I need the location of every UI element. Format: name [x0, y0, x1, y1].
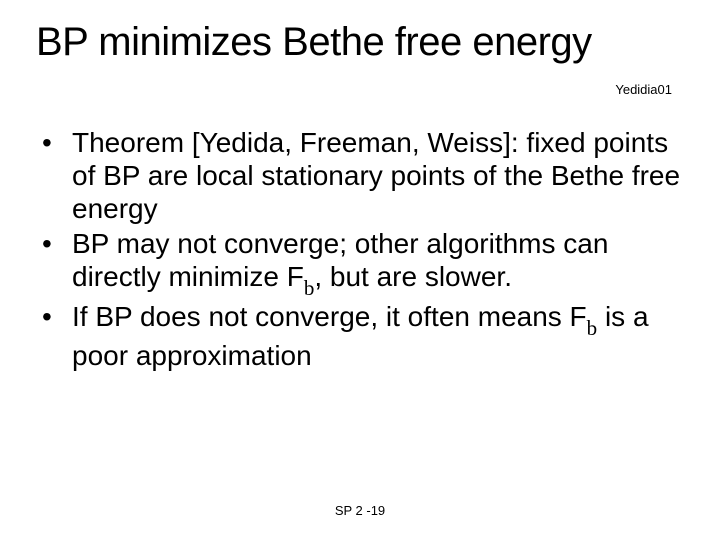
citation-label: Yedidia01	[615, 82, 672, 97]
bullet-item: If BP does not converge, it often means …	[36, 300, 684, 371]
bullet-item: BP may not converge; other algorithms ca…	[36, 227, 684, 298]
bullet-list: Theorem [Yedida, Freeman, Weiss]: fixed …	[36, 126, 684, 372]
subscript-beta: b	[587, 316, 598, 340]
bullet-text: If BP does not converge, it often means …	[72, 301, 587, 332]
bullet-item: Theorem [Yedida, Freeman, Weiss]: fixed …	[36, 126, 684, 225]
subscript-beta: b	[304, 276, 315, 300]
slide-footer: SP 2 -19	[0, 503, 720, 518]
bullet-text: , but are slower.	[314, 261, 512, 292]
slide-title: BP minimizes Bethe free energy	[36, 20, 690, 65]
bullet-text: Theorem [Yedida, Freeman, Weiss]: fixed …	[72, 127, 680, 224]
slide-body: Theorem [Yedida, Freeman, Weiss]: fixed …	[36, 126, 684, 374]
slide: BP minimizes Bethe free energy Yedidia01…	[0, 0, 720, 540]
